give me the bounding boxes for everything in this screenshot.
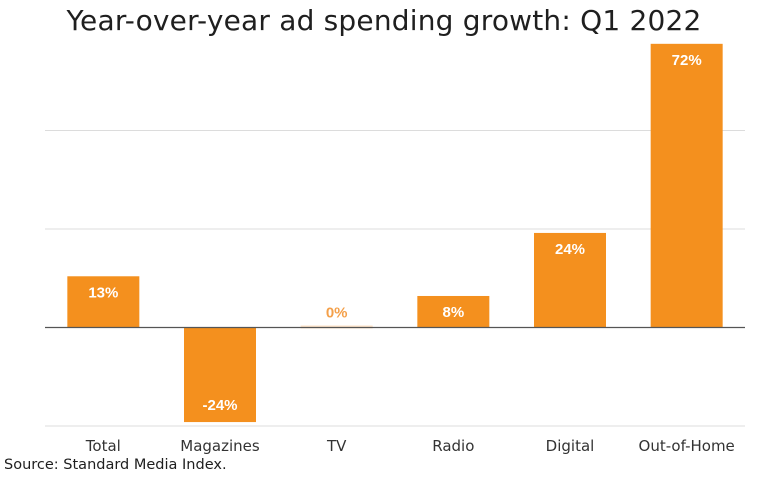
- data-label: 24%: [555, 241, 585, 258]
- category-label: Out-of-Home: [639, 437, 735, 455]
- bar: [67, 276, 140, 328]
- chart-title: Year-over-year ad spending growth: Q1 20…: [66, 4, 702, 37]
- category-label: Total: [85, 437, 121, 455]
- data-label: 8%: [442, 304, 464, 321]
- source-note: Source: Standard Media Index.: [4, 457, 227, 473]
- bar: [650, 43, 723, 328]
- category-label: Digital: [546, 437, 595, 455]
- category-label: Magazines: [180, 437, 260, 455]
- bar: [534, 232, 606, 328]
- category-label: TV: [326, 437, 347, 455]
- bar: [184, 327, 256, 423]
- bar: [417, 295, 490, 328]
- data-label: 0%: [326, 305, 348, 322]
- data-label: -24%: [202, 397, 237, 414]
- category-label: Radio: [432, 437, 474, 455]
- data-label: 13%: [88, 284, 118, 301]
- data-label: 72%: [672, 52, 702, 69]
